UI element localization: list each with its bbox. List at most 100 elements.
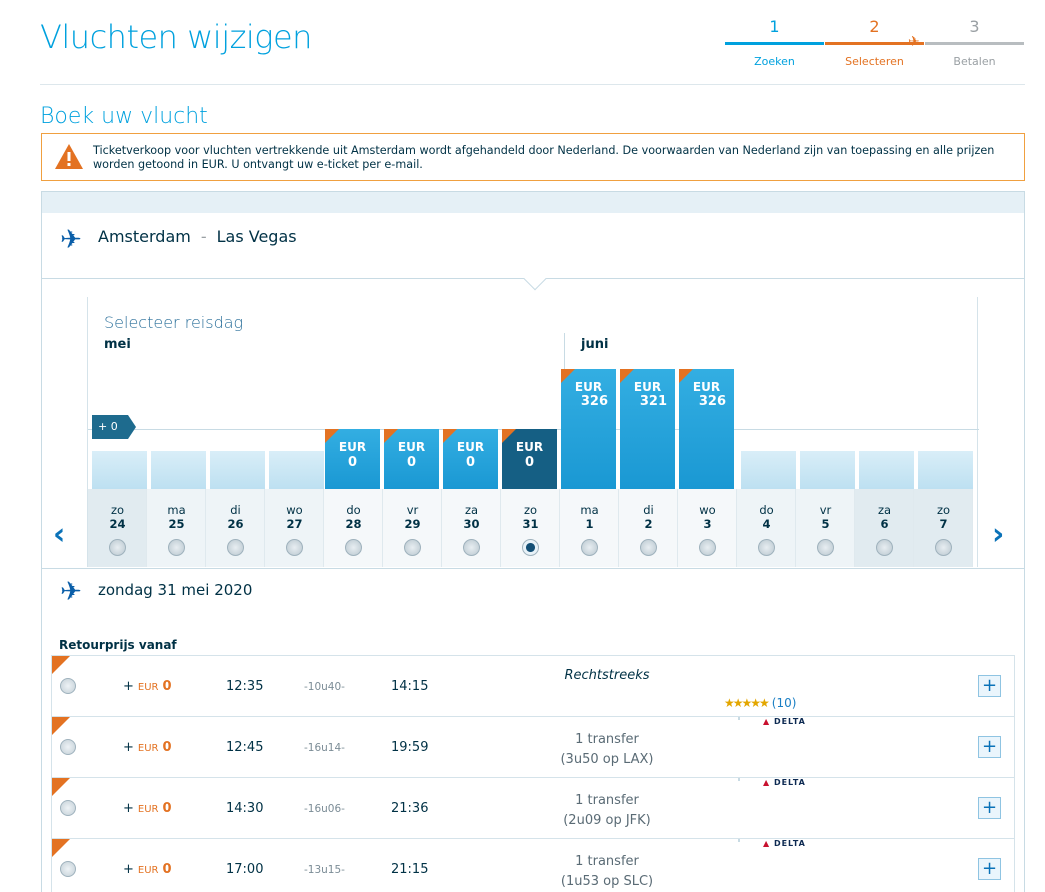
flight-duration: -13u15- [304, 864, 345, 876]
day-radio[interactable] [463, 539, 480, 556]
calendar-day[interactable]: EUR 0 vr 29 [383, 297, 442, 567]
price-bar[interactable]: EUR 326 [561, 369, 616, 489]
flight-row[interactable]: + EUR 0 17:00 -13u15- 21:15 1 transfer (1u5… [52, 839, 1014, 892]
price-bar[interactable]: EUR 321 [620, 369, 675, 489]
price-amount: 0 [162, 801, 172, 816]
day-number: 5 [821, 517, 830, 531]
day-radio[interactable] [817, 539, 834, 556]
departure-time: 14:30 [226, 801, 264, 816]
weekday-label: wo [286, 503, 303, 517]
day-number: 7 [939, 517, 948, 531]
day-radio[interactable] [168, 539, 185, 556]
empty-price-bar [210, 451, 265, 489]
price-bar[interactable]: EUR 326 [679, 369, 734, 489]
day-radio[interactable] [699, 539, 716, 556]
airline-logo: ▲ DELTA [763, 717, 806, 726]
flight-row[interactable]: + EUR 0 12:35 -10u40- 14:15 Rechtstreeks ★… [52, 656, 1014, 717]
calendar-day[interactable]: zo 24 [88, 297, 147, 567]
day-radio[interactable] [758, 539, 775, 556]
flight-row[interactable]: + EUR 0 14:30 -16u06- 21:36 1 transfer (2u0… [52, 778, 1014, 839]
retour-label: Retourprijs vanaf [59, 638, 177, 652]
calendar-day[interactable]: vr 5 [796, 297, 855, 567]
calendar-day[interactable]: EUR 321 di 2 [619, 297, 678, 567]
flight-row[interactable]: + EUR 0 12:45 -16u14- 19:59 1 transfer (3u5… [52, 717, 1014, 778]
day-radio[interactable] [286, 539, 303, 556]
chevron-right-icon[interactable]: › [992, 517, 1005, 552]
route-separator: - [200, 227, 207, 246]
review-count[interactable]: (10) [771, 696, 797, 710]
flight-radio[interactable] [60, 800, 76, 816]
weekday-label: ma [167, 503, 186, 517]
day-radio[interactable] [404, 539, 421, 556]
weekday-label: wo [699, 503, 716, 517]
price-amount: 326 [698, 394, 726, 409]
arrival-time: 14:15 [391, 679, 429, 694]
day-radio[interactable] [522, 539, 539, 556]
expand-button[interactable]: + [978, 858, 1001, 880]
chevron-left-icon[interactable]: ‹ [53, 517, 66, 552]
expand-button[interactable]: + [978, 797, 1001, 819]
price-currency: EUR [137, 865, 159, 876]
expand-button[interactable]: + [978, 736, 1001, 758]
day-radio[interactable] [109, 539, 126, 556]
price-currency: EUR [397, 440, 426, 454]
transfer-count: 1 transfer [575, 854, 639, 869]
day-radio[interactable] [935, 539, 952, 556]
month-label: mei [104, 337, 131, 352]
airline-logo: ▲ DELTA [763, 778, 806, 787]
promo-flag-icon [52, 656, 70, 674]
calendar-day[interactable]: ma 25 [147, 297, 206, 567]
day-number: 4 [762, 517, 771, 531]
flight-radio[interactable] [60, 861, 76, 877]
promo-flag-icon [52, 839, 70, 857]
price-amount: 0 [162, 679, 172, 694]
promo-flag-icon [52, 778, 70, 796]
calendar-day[interactable]: zo 7 [914, 297, 973, 567]
day-radio[interactable] [227, 539, 244, 556]
date-calendar: Selecteer reisdag mei juni + 0 zo 24 ma … [87, 297, 979, 567]
departure-time: 17:00 [226, 862, 264, 877]
calendar-day[interactable]: do 4 [737, 297, 796, 567]
calendar-day[interactable]: EUR 0 do 28 [324, 297, 383, 567]
transfer-info: 1 transfer (2u09 op JFK) [507, 791, 707, 831]
weekday-label: vr [819, 503, 832, 517]
airline-name: DELTA [773, 778, 806, 787]
calendar-day[interactable]: EUR 0 za 30 [442, 297, 501, 567]
weekday-label: do [346, 503, 361, 517]
calendar-day[interactable]: za 6 [855, 297, 914, 567]
departure-time: 12:45 [226, 740, 264, 755]
transfer-detail: (3u50 op LAX) [560, 752, 654, 767]
flight-panel: ✈ Amsterdam - Las Vegas ‹ › Selecteer reis… [41, 191, 1025, 892]
calendar-day[interactable]: EUR 0 zo 31 [501, 297, 560, 567]
progress-steps: 1 Zoeken 2 Selecteren 3 Betalen ✈ [725, 16, 1024, 76]
rating-stars[interactable]: ★★★★★ (10) [724, 696, 796, 710]
airline-name: DELTA [773, 839, 806, 848]
price-bar[interactable]: EUR 0 [443, 429, 498, 489]
flight-radio[interactable] [60, 678, 76, 694]
flight-duration: -16u06- [304, 803, 345, 815]
day-number: 6 [880, 517, 889, 531]
price-bar[interactable]: EUR 0 [502, 429, 557, 497]
price-bar[interactable]: EUR 0 [384, 429, 439, 489]
day-radio[interactable] [345, 539, 362, 556]
calendar-day[interactable]: di 26 [206, 297, 265, 567]
destination: Las Vegas [216, 227, 297, 246]
empty-price-bar [151, 451, 206, 489]
price-currency: EUR [692, 380, 721, 394]
calendar-day[interactable]: EUR 326 wo 3 [678, 297, 737, 567]
day-radio[interactable] [640, 539, 657, 556]
day-radio[interactable] [876, 539, 893, 556]
price-amount: 0 [524, 455, 535, 470]
flight-radio[interactable] [60, 739, 76, 755]
expand-button[interactable]: + [978, 675, 1001, 697]
calendar-day[interactable]: wo 27 [265, 297, 324, 567]
day-number: 24 [109, 517, 126, 531]
flight-price: + EUR 0 [123, 801, 172, 816]
day-radio[interactable] [581, 539, 598, 556]
airline-name: DELTA [773, 717, 806, 726]
price-bar[interactable]: EUR 0 [325, 429, 380, 489]
transfer-info: 1 transfer (1u53 op SLC) [507, 852, 707, 892]
calendar-day[interactable]: EUR 326 ma 1 [560, 297, 619, 567]
step-label: Selecteren [845, 55, 904, 68]
promo-flag-icon [679, 369, 693, 383]
